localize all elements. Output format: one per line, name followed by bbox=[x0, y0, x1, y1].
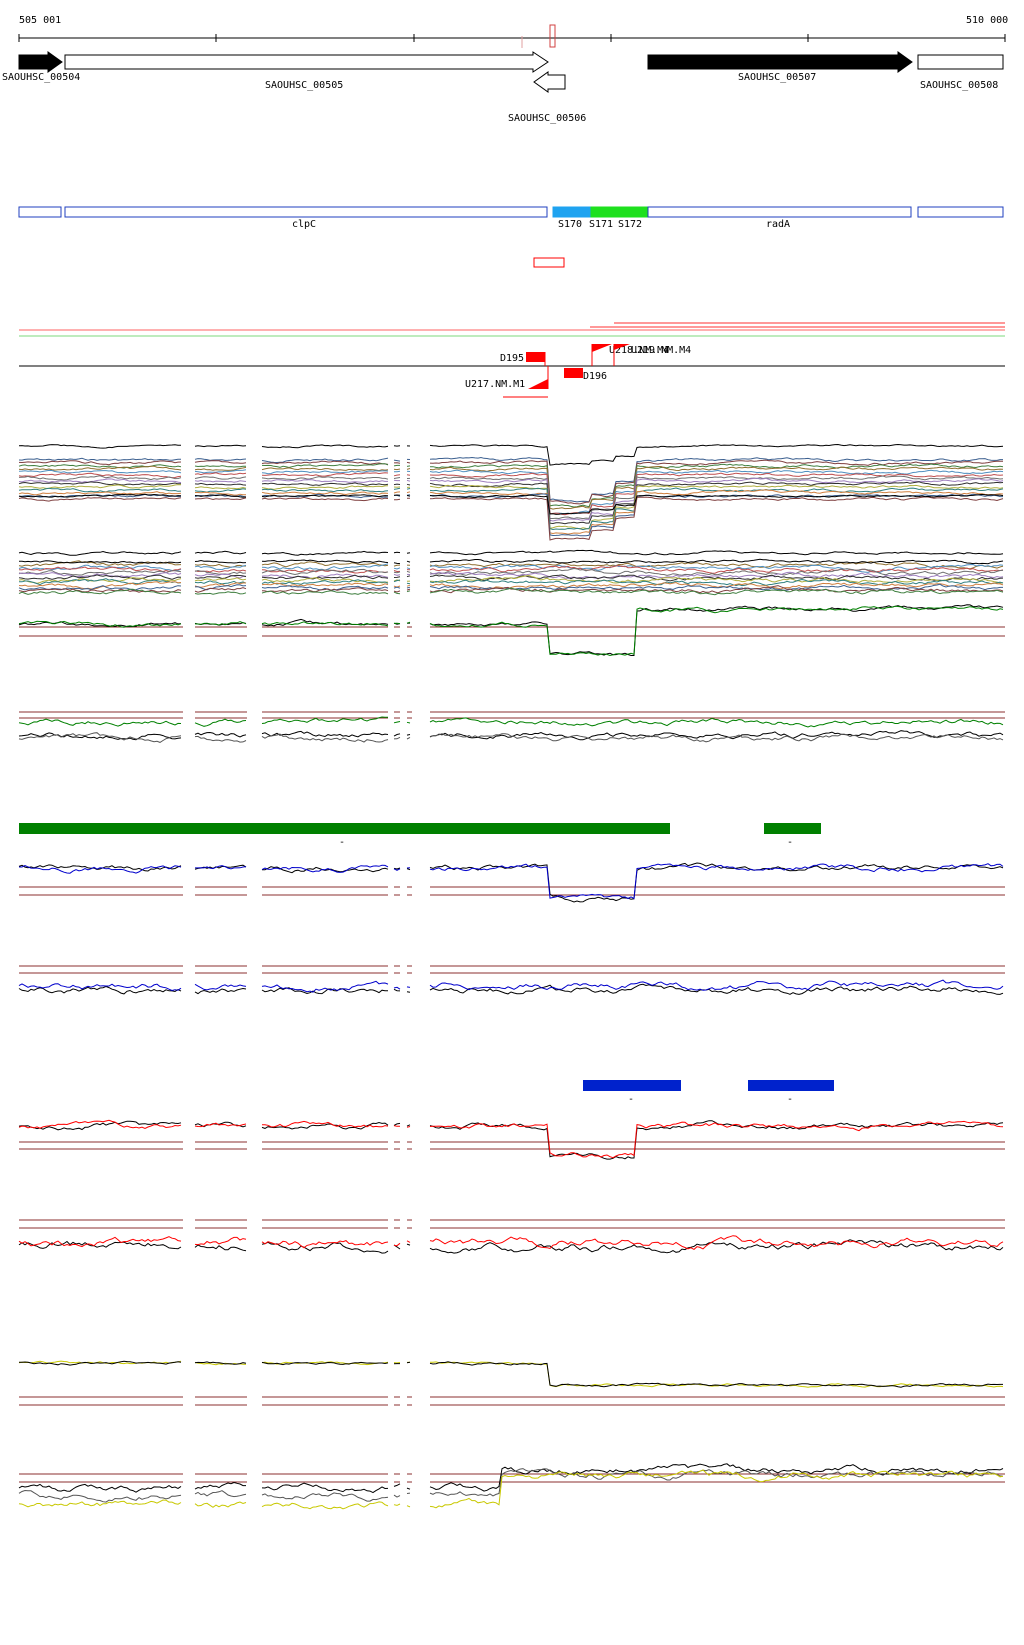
signal-trace bbox=[18, 1469, 1004, 1510]
heatmap-trace bbox=[18, 567, 1004, 576]
heatmap-trace bbox=[18, 549, 1004, 556]
coordinate-ruler: 505 001 510 000 bbox=[18, 15, 1008, 48]
ruler-end-label: 510 000 bbox=[966, 15, 1008, 26]
signal-trace bbox=[18, 732, 1004, 743]
heatmap-trace bbox=[18, 463, 1004, 508]
signal-trace bbox=[18, 730, 1004, 741]
heatmap-trace bbox=[18, 585, 1004, 594]
signal-trace bbox=[18, 716, 1004, 728]
feature-u218[interactable]: U218.NM.M4 bbox=[591, 344, 669, 366]
signal-trace bbox=[18, 1468, 1004, 1503]
heatmap-trace bbox=[18, 571, 1004, 580]
signal-trace bbox=[18, 1463, 1004, 1494]
transcript-label: S172 bbox=[618, 219, 642, 230]
signal-trace bbox=[18, 979, 1004, 993]
feature-d196[interactable]: D196 bbox=[564, 368, 607, 382]
heatmap-trace bbox=[18, 583, 1003, 591]
transcript-segment[interactable] bbox=[18, 206, 62, 218]
gene-label: SAOUHSC_00508 bbox=[920, 80, 998, 91]
heatmap-trace bbox=[18, 465, 1004, 510]
bar-label: - bbox=[787, 837, 793, 848]
heatmap-trace bbox=[18, 558, 1004, 565]
transcript-label: radA bbox=[766, 219, 790, 230]
feature-label: D195 bbox=[500, 353, 524, 364]
gene-label: SAOUHSC_00507 bbox=[738, 72, 816, 83]
signal-trace bbox=[18, 1235, 1004, 1251]
heatmap-trace bbox=[18, 475, 1004, 520]
transcript-s170[interactable]: S170 bbox=[552, 206, 592, 230]
transcript-track: clpC S170 S171 S172 radA bbox=[18, 206, 1004, 230]
bar-label: - bbox=[628, 1094, 634, 1105]
transcript-label: clpC bbox=[292, 219, 316, 230]
gene-saouhsc-00508[interactable]: SAOUHSC_00508 bbox=[917, 54, 1004, 91]
signal-trace bbox=[18, 983, 1004, 995]
bar-label: - bbox=[787, 1094, 793, 1105]
tss-feature-track: D195 D196 U217.NM.M1 U218.NM.M4 U219.NM.… bbox=[19, 344, 1005, 398]
significant-region-bar[interactable] bbox=[583, 1080, 681, 1091]
heatmap-trace bbox=[18, 587, 1004, 596]
feature-label: U217.NM.M1 bbox=[465, 379, 525, 390]
heatmap-trace bbox=[18, 456, 1003, 503]
heatmap-trace bbox=[18, 472, 1004, 516]
gene-label: SAOUHSC_00504 bbox=[2, 72, 80, 83]
signal-trace bbox=[18, 1239, 1004, 1254]
significant-region-bar[interactable] bbox=[19, 823, 670, 834]
gene-label: SAOUHSC_00505 bbox=[265, 80, 343, 91]
heatmap-trace bbox=[19, 493, 1003, 537]
signal-trace bbox=[18, 1360, 1003, 1388]
transcript-segment[interactable] bbox=[917, 206, 1004, 218]
gene-track: SAOUHSC_00504 SAOUHSC_00505 SAOUHSC_0050… bbox=[2, 51, 1004, 124]
feature-label: U218.NM.M4 bbox=[609, 345, 669, 356]
signal-trace bbox=[18, 1120, 1004, 1160]
selection-marker-icon[interactable] bbox=[549, 24, 556, 48]
gene-label: SAOUHSC_00506 bbox=[508, 113, 586, 124]
signal-trace bbox=[18, 605, 1004, 657]
significant-region-bar[interactable] bbox=[764, 823, 821, 834]
heatmap-trace bbox=[18, 574, 1004, 582]
transcript-label: S171 bbox=[589, 219, 613, 230]
signal-trace bbox=[18, 604, 1004, 656]
heatmap-trace bbox=[18, 443, 1004, 466]
heatmap-trace bbox=[18, 469, 1004, 515]
feature-u217[interactable]: U217.NM.M1 bbox=[465, 366, 549, 398]
signal-trace bbox=[18, 862, 1004, 903]
heatmap-trace bbox=[18, 477, 1004, 522]
transcript-clpc[interactable]: clpC bbox=[64, 206, 548, 230]
heatmap-trace bbox=[18, 489, 1004, 535]
feature-label: D196 bbox=[583, 371, 607, 382]
signal-trace bbox=[19, 863, 1004, 900]
gene-saouhsc-00506[interactable]: SAOUHSC_00506 bbox=[508, 71, 586, 124]
gene-saouhsc-00504[interactable]: SAOUHSC_00504 bbox=[2, 51, 80, 83]
significant-region-bar[interactable] bbox=[748, 1080, 834, 1091]
heatmap-trace bbox=[18, 564, 1004, 574]
heatmap-trace bbox=[18, 487, 1004, 531]
ruler-start-label: 505 001 bbox=[19, 15, 61, 26]
heatmap-trace bbox=[18, 496, 1004, 541]
heatmap-trace bbox=[18, 560, 1004, 570]
significance-bars: - - - - bbox=[19, 823, 834, 1105]
transcript-rada[interactable]: radA bbox=[647, 206, 912, 230]
heatmap-trace bbox=[18, 578, 1004, 587]
expression-tracks bbox=[18, 443, 1005, 1510]
gene-saouhsc-00507[interactable]: SAOUHSC_00507 bbox=[647, 51, 913, 83]
heatmap-trace bbox=[18, 484, 1004, 530]
transcript-label: S170 bbox=[558, 219, 582, 230]
read-coverage-lines bbox=[19, 322, 1005, 337]
transcript-s172[interactable]: S172 bbox=[615, 206, 649, 230]
feature-u219[interactable]: U219.NM.M4 bbox=[613, 344, 691, 366]
feature-box[interactable] bbox=[533, 257, 565, 268]
heatmap-trace bbox=[18, 481, 1004, 525]
bar-label: - bbox=[339, 837, 345, 848]
transcript-s171[interactable]: S171 bbox=[589, 206, 617, 230]
gene-saouhsc-00505[interactable]: SAOUHSC_00505 bbox=[64, 51, 549, 91]
signal-trace bbox=[18, 1119, 1004, 1159]
heatmap-trace bbox=[18, 459, 1004, 505]
heatmap-trace bbox=[18, 493, 1004, 515]
feature-label: U219.NM.M4 bbox=[631, 345, 691, 356]
feature-d195[interactable]: D195 bbox=[500, 352, 546, 366]
